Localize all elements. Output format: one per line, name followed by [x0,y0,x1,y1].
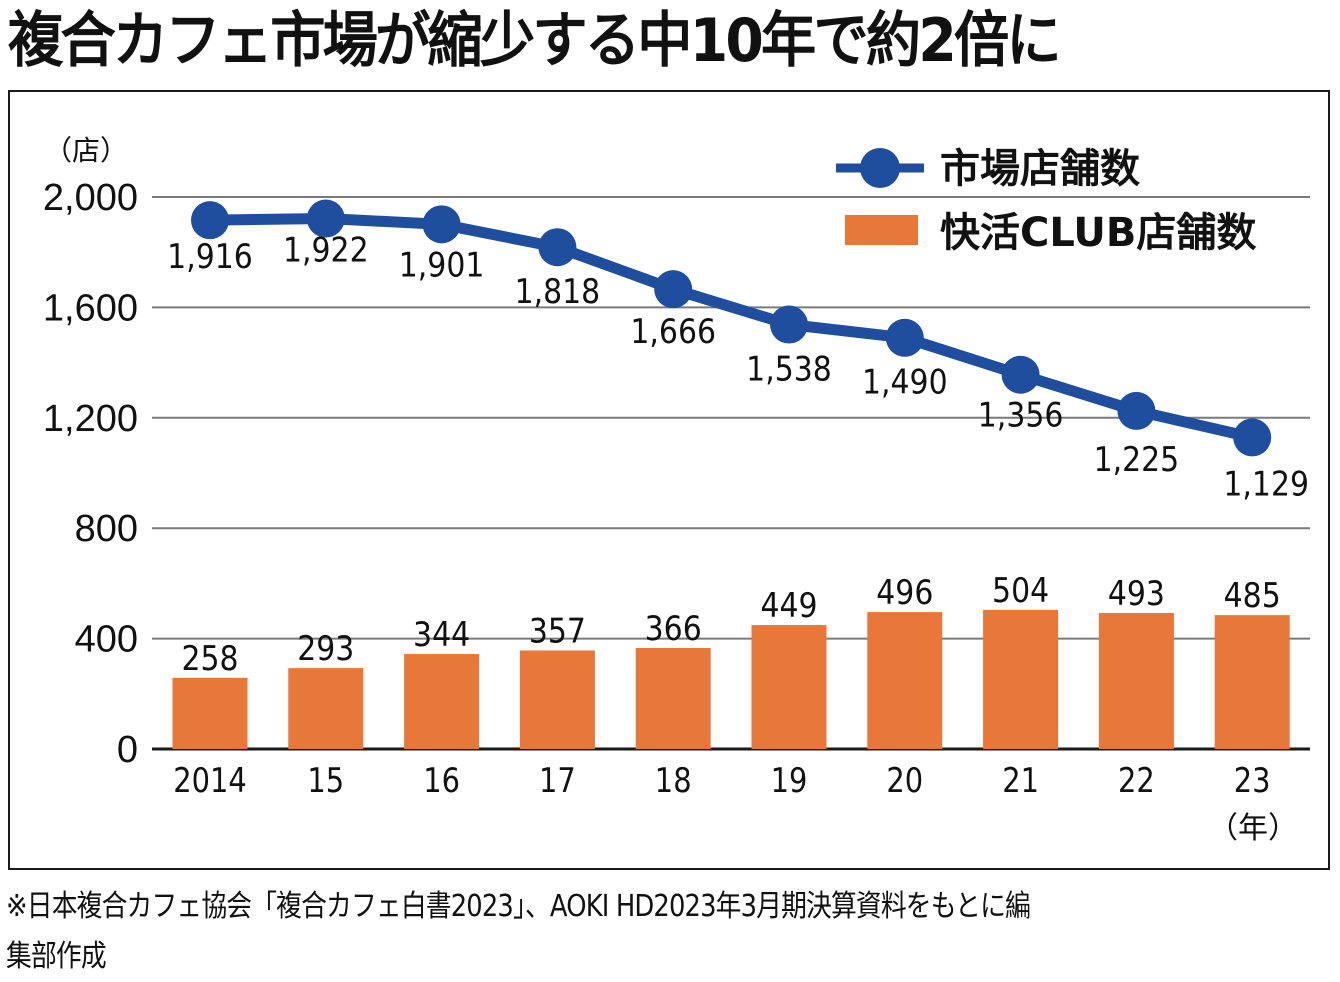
line-value-label: 1,666 [630,311,716,351]
line-value-label: 1,490 [862,362,948,402]
line-value-label: 1,538 [746,349,832,389]
line-point [191,201,229,240]
source-note: ※日本複合カフェ協会「複合カフェ白書2023」、AOKI HD2023年3月期決… [6,882,1336,982]
x-tick-label: 16 [423,762,460,801]
legend-label-market: 市場店舗数 [940,146,1140,192]
bar [983,609,1059,749]
bar-value-label: 485 [1224,575,1281,615]
line-path [209,213,1254,443]
y-tick-label: 0 [117,729,138,771]
x-tick-label: 21 [1002,762,1039,801]
line-value-label: 1,922 [283,230,369,270]
line-value-label: 1,356 [978,395,1064,435]
x-tick-label: 23 [1234,762,1271,801]
legend: 市場店舗数 快活CLUB店舗数 [836,146,1256,256]
line-value-label: 1,129 [1223,464,1309,504]
x-tick-label: 2014 [173,762,247,801]
y-tick-label: 400 [75,619,138,661]
x-tick-label: 20 [886,762,923,801]
line-point [770,305,808,344]
bar-value-label: 357 [529,611,586,651]
line-point [538,228,577,267]
line-value-label: 1,916 [167,236,253,276]
source-note-line-2: 集部作成 [6,939,107,974]
x-tick-label: 17 [539,762,576,801]
y-tick-label: 800 [75,508,138,550]
bar-series [172,609,1290,749]
x-tick-label: 18 [655,762,692,801]
chart-title: 複合カフェ市場が縮少する中10年で約2倍に [8,6,1062,76]
legend-bar-swatch [845,215,918,245]
bar [172,677,248,749]
bar [751,625,827,749]
y-axis-unit-label: （店） [44,134,128,167]
line-point [1001,355,1040,394]
chart-frame [8,90,1330,870]
bar-value-label: 344 [413,614,470,654]
legend-marker-swatch [860,148,900,188]
line-value-label: 1,818 [515,271,601,311]
line-point [654,270,693,309]
line-value-label: 1,901 [399,244,485,284]
bar [519,650,595,749]
bar-value-label: 258 [181,638,238,678]
x-axis-unit-label: （年） [1208,811,1298,846]
bar-value-label: 449 [760,585,817,625]
bar [1214,615,1290,749]
bar-value-label: 293 [297,628,354,668]
x-tick-label: 19 [771,762,808,801]
line-point [1233,418,1272,457]
line-point [422,205,461,244]
source-note-line-1: ※日本複合カフェ協会「複合カフェ白書2023」、AOKI HD2023年3月期決… [6,889,1031,924]
legend-label-kaikatsu: 快活CLUB店舗数 [940,210,1256,256]
bar-value-label: 366 [645,608,702,648]
line-point [885,318,924,357]
bar-value-label: 493 [1108,573,1165,613]
bar [867,612,943,749]
x-tick-label: 15 [307,762,344,801]
line-point [1117,391,1156,430]
x-axis-ticks: 2014 15 16 17 18 19 20 21 22 23 [173,762,1270,801]
y-tick-label: 1,600 [43,287,138,329]
x-tick-label: 22 [1118,762,1155,801]
bar [1098,612,1174,749]
y-axis-ticks: 0 400 800 1,200 1,600 2,000 [43,177,138,771]
chart: 0 400 800 1,200 1,600 2,000 （店） 258 293 344 357 3… [8,90,1330,870]
y-tick-label: 1,200 [43,398,138,440]
bar-value-label: 504 [992,570,1049,610]
bar-data-labels: 258 293 344 357 366 449 496 504 493 485 [181,570,1280,678]
line-value-label: 1,225 [1094,439,1180,479]
line-series [191,199,1272,457]
bar [288,668,364,749]
line-data-labels: 1,916 1,922 1,901 1,818 1,666 1,538 1,490 1,356… [167,230,1309,504]
y-tick-label: 2,000 [43,177,138,219]
bar [404,654,480,749]
line-point [306,199,345,238]
bar-value-label: 496 [876,572,933,612]
bar [635,647,711,749]
